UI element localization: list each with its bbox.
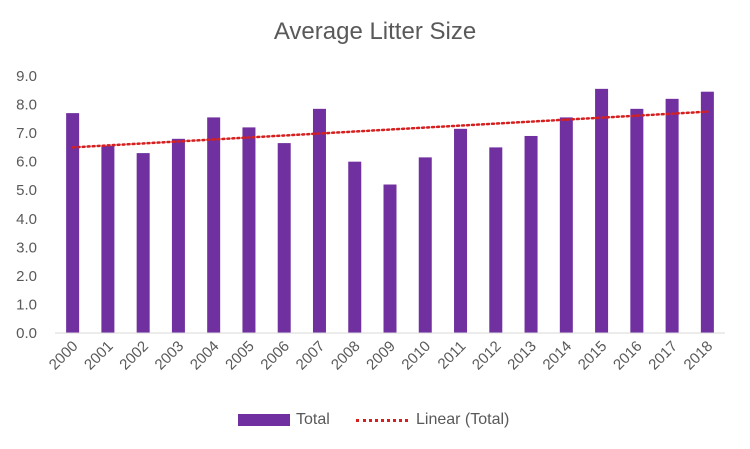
x-tick-label: 2011 [435, 338, 470, 373]
bar-2012 [489, 147, 503, 333]
legend-label-total: Total [296, 411, 330, 428]
bar-2005 [242, 127, 256, 334]
y-tick-label: 1.0 [16, 296, 37, 313]
legend-item-total: Total [238, 409, 330, 431]
x-tick-label: 2008 [328, 338, 364, 374]
y-tick-label: 8.0 [16, 97, 37, 114]
legend-swatch-total [238, 414, 290, 426]
x-tick-label: 2010 [398, 338, 434, 374]
chart-title: Average Litter Size [273, 18, 477, 45]
x-axis-ticks: 2000 2001 2002 2003 2004 2005 2006 2007 2008 2009… [46, 338, 716, 374]
bar-2014 [559, 117, 573, 333]
y-tick-label: 9.0 [16, 68, 37, 85]
legend: Total Linear (Total) [0, 409, 750, 431]
x-tick-label: 2004 [187, 338, 223, 374]
x-tick-label: 2001 [81, 338, 117, 374]
x-tick-label: 2018 [681, 338, 717, 374]
bar-series-total [66, 88, 714, 334]
x-tick-label: 2002 [116, 338, 152, 374]
x-tick-label: 2003 [152, 338, 188, 374]
x-tick-label: 2015 [575, 338, 611, 374]
bar-2017 [665, 98, 679, 333]
x-tick-label: 2014 [540, 338, 576, 374]
bar-2000 [66, 113, 80, 334]
bar-2009 [383, 184, 397, 333]
bar-2006 [277, 143, 291, 333]
x-tick-label: 2007 [293, 338, 329, 374]
bar-2008 [348, 161, 362, 333]
y-tick-label: 0.0 [16, 325, 37, 342]
x-tick-label: 2005 [222, 338, 258, 374]
bar-2013 [524, 135, 538, 333]
bar-2007 [312, 108, 326, 333]
bar-2002 [136, 153, 150, 333]
x-tick-label: 2017 [645, 338, 681, 374]
bar-2001 [101, 145, 115, 333]
bar-2015 [595, 88, 609, 333]
trendline-linear-total [71, 110, 709, 149]
bar-2016 [630, 108, 644, 333]
y-tick-label: 3.0 [16, 239, 37, 256]
y-tick-label: 6.0 [16, 154, 37, 171]
x-tick-label: 2009 [363, 338, 399, 374]
y-tick-label: 2.0 [16, 268, 37, 285]
x-tick-label: 2012 [469, 338, 505, 374]
bar-2018 [700, 91, 714, 334]
bar-2004 [207, 117, 221, 333]
y-tick-label: 7.0 [16, 125, 37, 142]
bar-2010 [418, 157, 432, 333]
y-tick-label: 4.0 [16, 211, 37, 228]
x-tick-label: 2013 [504, 338, 540, 374]
legend-swatch-linear-total [356, 418, 408, 422]
legend-label-linear-total: Linear (Total) [416, 411, 510, 428]
y-tick-label: 5.0 [16, 182, 37, 199]
x-tick-label: 2000 [46, 338, 82, 374]
legend-item-linear-total: Linear (Total) [356, 409, 509, 431]
y-axis-ticks: 0.0 1.0 2.0 3.0 4.0 5.0 6.0 7.0 8.0 9.0 [16, 68, 37, 342]
bar-2003 [171, 138, 185, 333]
x-tick-label: 2016 [610, 338, 646, 374]
x-tick-label: 2006 [257, 338, 293, 374]
bar-2011 [454, 128, 468, 333]
